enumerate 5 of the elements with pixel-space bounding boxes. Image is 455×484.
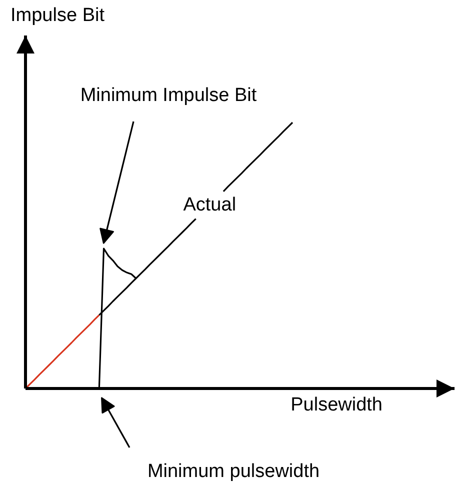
x-axis-title: Pulsewidth	[290, 394, 383, 416]
text: Minimum pulsewidth	[147, 461, 320, 482]
series-label: Actual	[183, 194, 236, 216]
text: Impulse Bit	[10, 5, 106, 26]
text: Minimum Impulse Bit	[80, 85, 258, 106]
